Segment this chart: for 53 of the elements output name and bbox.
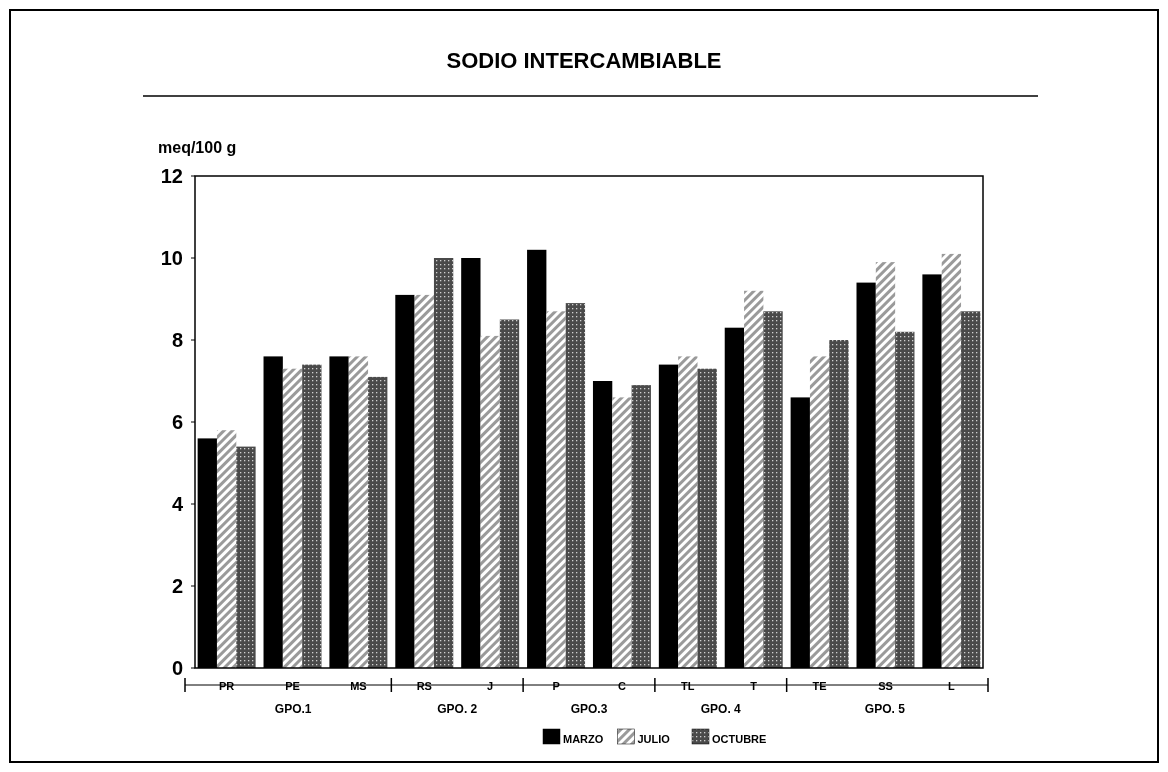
bar xyxy=(763,311,783,668)
y-tick-label: 6 xyxy=(171,411,183,433)
x-tick-label: T xyxy=(750,680,758,692)
x-tick-label: TE xyxy=(812,680,827,692)
y-tick-label: 0 xyxy=(171,657,183,679)
x-tick-label: J xyxy=(487,680,494,692)
bar xyxy=(236,446,256,668)
bar xyxy=(961,311,981,668)
x-tick-label: PR xyxy=(218,680,235,692)
bar xyxy=(631,385,651,668)
bar xyxy=(546,311,566,668)
legend-label: JULIO xyxy=(637,733,671,745)
bar xyxy=(499,319,520,668)
bar xyxy=(612,397,632,668)
x-tick-label: TL xyxy=(681,680,695,692)
x-tick-label: C xyxy=(617,680,626,692)
bar xyxy=(216,430,237,668)
bar xyxy=(941,253,962,668)
y-tick-label: 12 xyxy=(160,165,183,187)
text: GPO. 2 xyxy=(437,702,478,716)
x-tick-label: MS xyxy=(350,680,367,692)
bar xyxy=(414,294,434,668)
chart-title: SODIO INTERCAMBIABLE xyxy=(446,48,722,73)
x-tick-label: P xyxy=(552,680,560,692)
bar xyxy=(368,376,388,668)
bar xyxy=(678,356,698,668)
text: GPO.3 xyxy=(570,702,608,716)
y-tick-label: 8 xyxy=(171,329,183,351)
bar xyxy=(433,258,454,668)
bar xyxy=(480,335,500,668)
x-tick-label: PE xyxy=(285,680,300,692)
text: GPO. 4 xyxy=(700,702,742,716)
y-tick-label: 4 xyxy=(171,493,184,515)
text: GPO.1 xyxy=(274,702,312,716)
bar xyxy=(282,368,303,668)
bar xyxy=(302,364,322,668)
bar xyxy=(565,303,586,668)
x-tick-label: L xyxy=(948,680,956,692)
bar xyxy=(348,356,369,668)
y-axis-title: meq/100 g xyxy=(158,139,237,156)
bar xyxy=(809,356,830,668)
text: GPO. 5 xyxy=(864,702,906,716)
legend-label: OCTUBRE xyxy=(712,733,767,745)
y-tick-label: 2 xyxy=(171,575,183,597)
legend-label: MARZO xyxy=(563,733,604,745)
bar xyxy=(875,262,896,668)
bar xyxy=(895,331,915,668)
bar xyxy=(697,368,717,668)
y-tick-label: 10 xyxy=(160,247,183,269)
bar xyxy=(829,340,849,668)
bar xyxy=(744,290,764,668)
x-tick-label: SS xyxy=(878,680,893,692)
x-tick-label: RS xyxy=(416,680,432,692)
